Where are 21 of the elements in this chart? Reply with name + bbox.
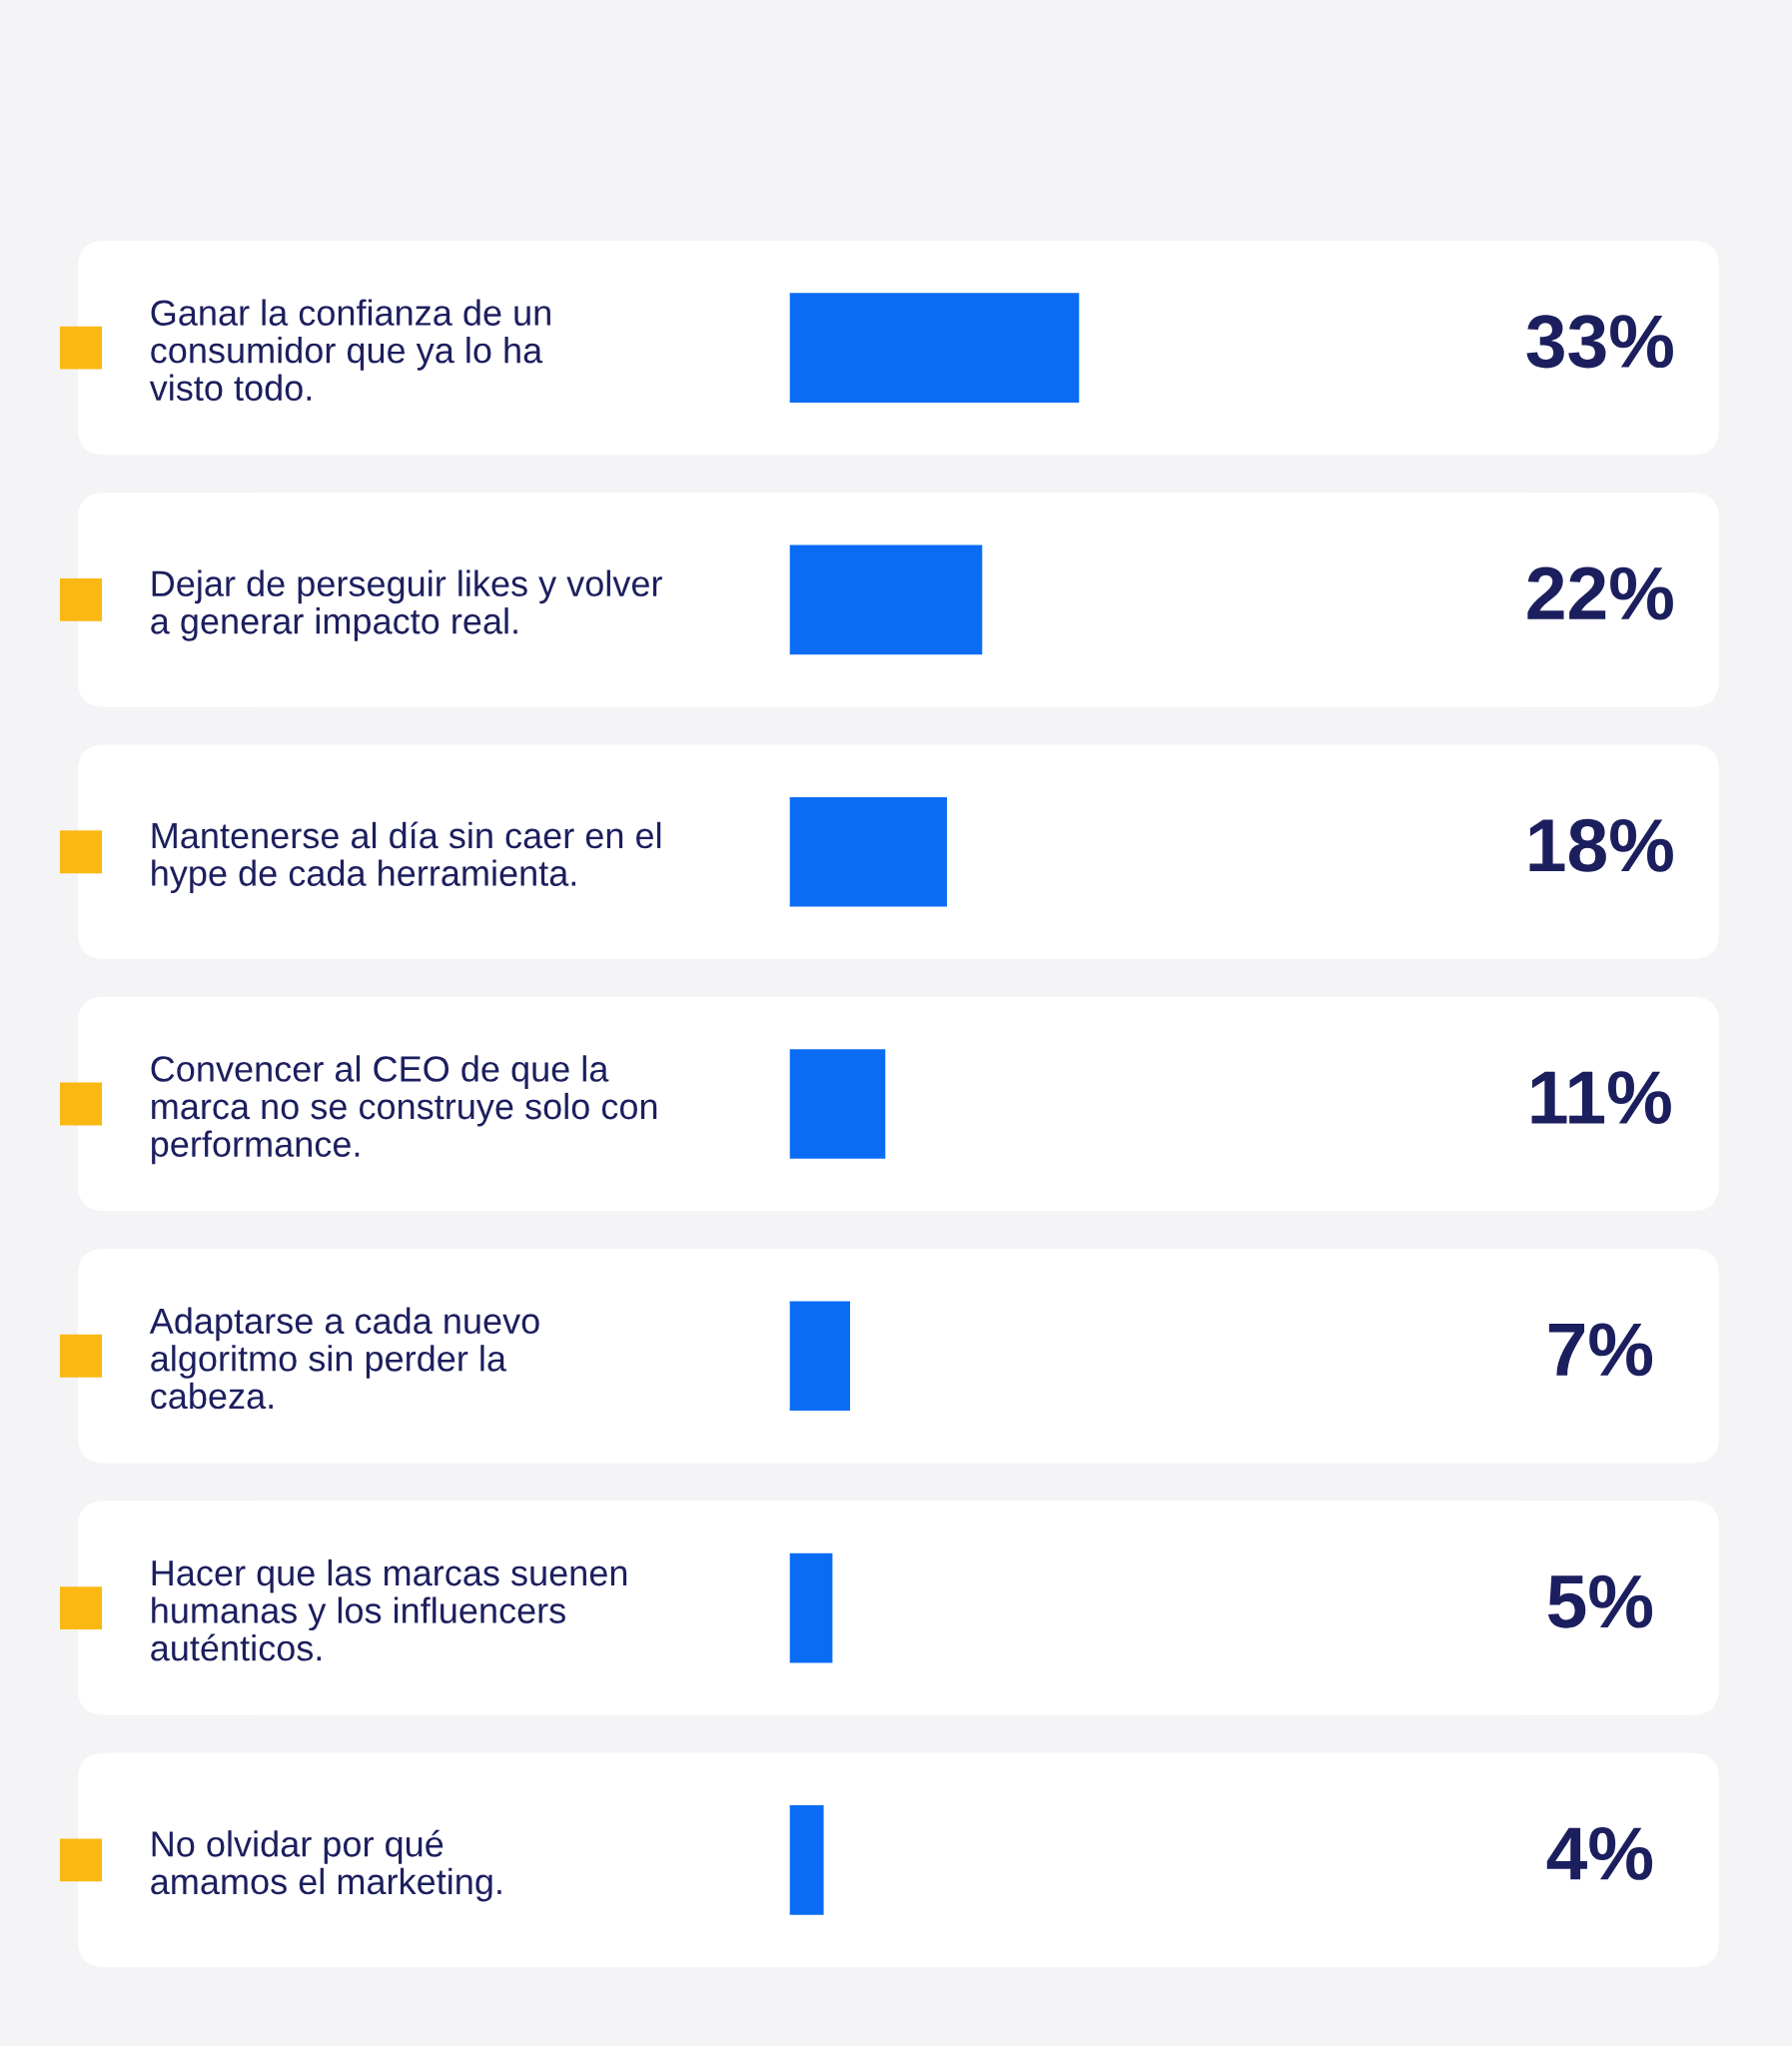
data-label: 11%	[1531, 1071, 1671, 1124]
bar	[789, 795, 949, 908]
bar	[789, 291, 1080, 405]
bar	[789, 1300, 852, 1413]
y-tick-label: Ganar la confianza de un consumidor que ya lo ha visto todo.	[149, 299, 550, 402]
y-tick-label: Mantenerse al día sin caer en el hype de cada herramienta.	[152, 821, 661, 894]
data-label: 7%	[1548, 1323, 1653, 1377]
y-tick-label: Adaptarse a cada nuevo algoritmo sin perder la cabeza.	[149, 1307, 539, 1410]
y-tick-label: No olvidar por qué amamos el marketing.	[151, 1829, 501, 1902]
y-tick-label: Convencer al CEO de que la marca no se construye solo con performance.	[151, 1055, 657, 1165]
data-label: 5%	[1547, 1574, 1653, 1628]
bar	[789, 543, 984, 656]
data-label: 18%	[1529, 818, 1673, 872]
bar	[789, 1803, 825, 1917]
bar	[789, 1551, 834, 1664]
data-label: 22%	[1527, 566, 1673, 620]
data-label: 33%	[1526, 315, 1673, 369]
y-tick-label: Dejar de perseguir likes y volver a generar impacto real.	[151, 569, 662, 641]
data-label: 4%	[1546, 1827, 1653, 1880]
bar	[789, 1047, 887, 1161]
y-tick-label: Hacer que las marcas suenen humanas y los influencers auténticos.	[151, 1558, 627, 1661]
